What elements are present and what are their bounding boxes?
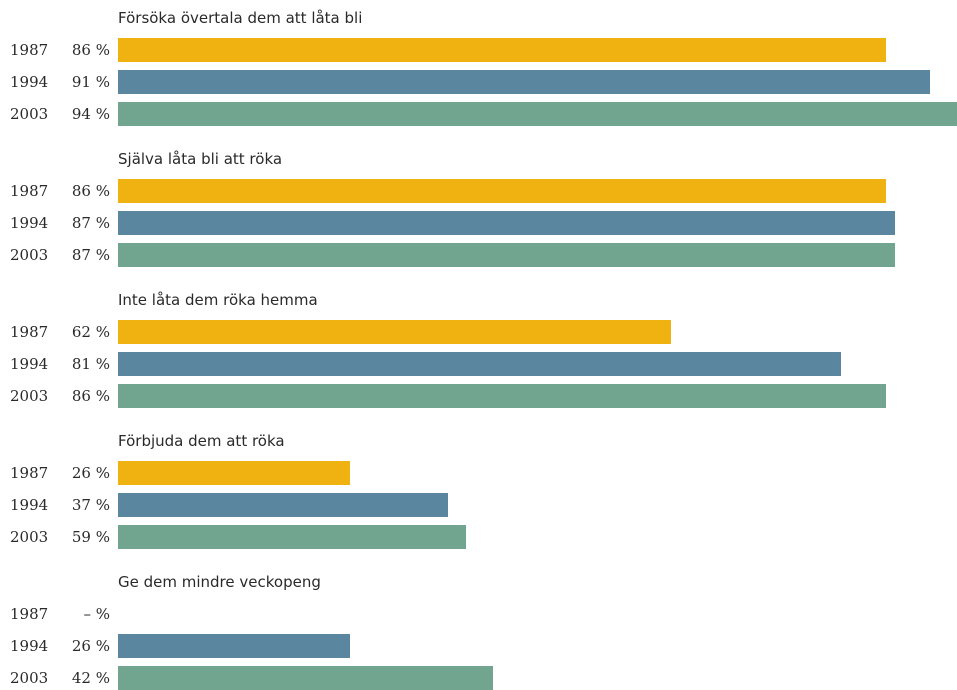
value-label: 86 % [71, 387, 110, 405]
group-title: Inte låta dem röka hemma [118, 291, 318, 309]
year-label: 1987 [10, 41, 49, 59]
year-label: 1994 [10, 355, 49, 373]
value-label: 87 % [71, 246, 110, 264]
year-label: 1987 [10, 464, 49, 482]
bar-2003 [118, 666, 493, 690]
group-title: Försöka övertala dem att låta bli [118, 9, 363, 27]
bar-1994 [118, 211, 895, 235]
bar-1987 [118, 179, 886, 203]
value-label: 91 % [71, 73, 110, 91]
bar-1987 [118, 461, 350, 485]
value-label: 86 % [71, 182, 110, 200]
value-label: 62 % [71, 323, 110, 341]
bar-2003 [118, 243, 895, 267]
bar-1994 [118, 352, 841, 376]
value-label: 26 % [71, 637, 110, 655]
value-label: 87 % [71, 214, 110, 232]
year-label: 2003 [10, 528, 49, 546]
value-label: 59 % [71, 528, 110, 546]
year-label: 2003 [10, 105, 49, 123]
group-title: Själva låta bli att röka [118, 150, 283, 168]
year-label: 2003 [10, 387, 49, 405]
year-label: 1987 [10, 323, 49, 341]
value-label: 42 % [71, 669, 110, 687]
bar-2003 [118, 384, 886, 408]
year-label: 1994 [10, 496, 49, 514]
bar-2003 [118, 102, 957, 126]
value-label: 81 % [71, 355, 110, 373]
year-label: 2003 [10, 246, 49, 264]
year-label: 1994 [10, 637, 49, 655]
value-label: – % [83, 605, 110, 623]
bar-1994 [118, 70, 930, 94]
group-title: Ge dem mindre veckopeng [118, 573, 321, 591]
group-title: Förbjuda dem att röka [118, 432, 285, 450]
year-label: 1994 [10, 214, 49, 232]
year-label: 1987 [10, 182, 49, 200]
bar-1994 [118, 634, 350, 658]
value-label: 37 % [71, 496, 110, 514]
year-label: 1994 [10, 73, 49, 91]
bar-2003 [118, 525, 466, 549]
bar-1994 [118, 493, 448, 517]
value-label: 86 % [71, 41, 110, 59]
value-label: 26 % [71, 464, 110, 482]
bar-1987 [118, 38, 886, 62]
value-label: 94 % [71, 105, 110, 123]
year-label: 2003 [10, 669, 49, 687]
bar-1987 [118, 320, 671, 344]
year-label: 1987 [10, 605, 49, 623]
